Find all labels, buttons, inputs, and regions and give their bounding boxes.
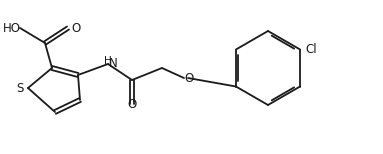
Text: N: N bbox=[109, 57, 117, 69]
Text: S: S bbox=[16, 81, 24, 95]
Text: Cl: Cl bbox=[305, 43, 317, 56]
Text: O: O bbox=[184, 71, 194, 85]
Text: O: O bbox=[128, 99, 137, 111]
Text: HO: HO bbox=[3, 22, 21, 34]
Text: H: H bbox=[104, 56, 112, 66]
Text: O: O bbox=[71, 22, 81, 34]
